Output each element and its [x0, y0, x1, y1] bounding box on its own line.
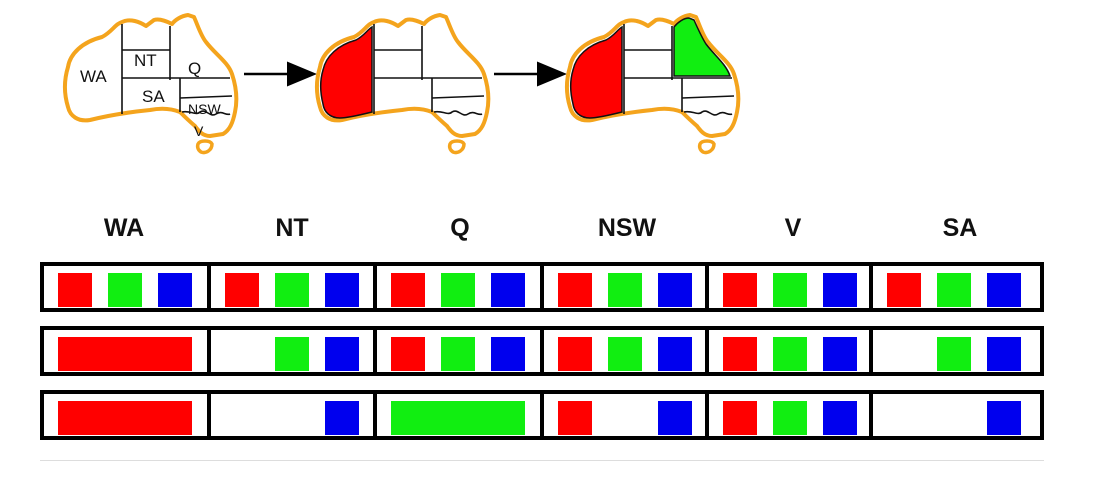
red-swatch: [391, 273, 426, 307]
red-swatch: [558, 337, 593, 371]
column-header-nt: NT: [275, 213, 309, 242]
map-label-nsw: NSW: [188, 101, 221, 117]
green-swatch: [274, 273, 309, 307]
red-swatch: [58, 273, 92, 307]
blue-swatch: [324, 337, 359, 371]
blue-swatch: [491, 337, 526, 371]
column-header-nsw: NSW: [597, 213, 657, 242]
region-q-fill: [673, 17, 732, 77]
domain-cell-nt: [211, 266, 378, 308]
domain-row-3: [40, 390, 1044, 440]
domain-cell-nt: [211, 330, 378, 372]
domain-cell-wa: [44, 266, 211, 308]
map-label-nt: NT: [134, 51, 157, 70]
domain-cell-sa: [873, 330, 1040, 372]
green-swatch: [441, 273, 476, 307]
domain-cell-v: [709, 394, 874, 436]
red-swatch: [722, 337, 757, 371]
domain-cell-q: [377, 330, 545, 372]
red-swatch: [722, 273, 757, 307]
blue-swatch: [491, 273, 526, 307]
column-header-q: Q: [450, 213, 470, 242]
blue-swatch: [324, 401, 359, 435]
red-swatch: [558, 273, 593, 307]
region-wa-fill: [570, 25, 623, 119]
blue-swatch: [158, 273, 192, 307]
domain-cell-nsw: [544, 266, 709, 308]
assigned-red-bar: [58, 337, 192, 371]
blue-swatch: [324, 273, 359, 307]
domain-cell-wa: [44, 330, 211, 372]
blue-swatch: [987, 401, 1022, 435]
blue-swatch: [987, 273, 1022, 307]
column-header-v: V: [784, 213, 802, 242]
map-label-v: V: [194, 123, 204, 139]
green-swatch: [441, 337, 476, 371]
domain-row-2: [40, 326, 1044, 376]
domain-cell-sa: [873, 394, 1040, 436]
column-headers: WA NT Q NSW V SA: [40, 212, 1044, 244]
map-initial: WA NT Q SA NSW V: [63, 13, 239, 155]
blue-swatch: [822, 401, 857, 435]
green-swatch: [608, 273, 643, 307]
green-swatch: [937, 337, 972, 371]
map-label-q: Q: [188, 59, 201, 78]
red-swatch: [887, 273, 922, 307]
assigned-red-bar: [58, 401, 192, 435]
map-step-q-green: [565, 13, 741, 155]
green-swatch: [772, 401, 807, 435]
green-swatch: [108, 273, 142, 307]
column-header-wa: WA: [103, 213, 145, 242]
blue-swatch: [987, 337, 1022, 371]
domain-cell-nt: [211, 394, 378, 436]
red-swatch: [558, 401, 593, 435]
green-swatch: [937, 273, 972, 307]
domain-cell-nsw: [544, 330, 709, 372]
divider: [40, 460, 1044, 461]
red-swatch: [391, 337, 426, 371]
domain-cell-v: [709, 330, 874, 372]
domain-cell-v: [709, 266, 874, 308]
domain-cell-q: [377, 394, 545, 436]
assigned-green-bar: [391, 401, 526, 435]
domain-cell-sa: [873, 266, 1040, 308]
domain-cell-nsw: [544, 394, 709, 436]
blue-swatch: [658, 273, 693, 307]
domain-cell-wa: [44, 394, 211, 436]
green-swatch: [608, 337, 643, 371]
map-label-sa: SA: [142, 87, 165, 106]
domain-cell-q: [377, 266, 545, 308]
map-label-wa: WA: [80, 67, 107, 86]
column-header-sa: SA: [942, 213, 978, 242]
green-swatch: [274, 337, 309, 371]
region-wa-fill: [320, 25, 373, 119]
green-swatch: [772, 337, 807, 371]
blue-swatch: [822, 337, 857, 371]
map-step-wa-red: [315, 13, 491, 155]
red-swatch: [224, 273, 259, 307]
blue-swatch: [658, 337, 693, 371]
green-swatch: [772, 273, 807, 307]
blue-swatch: [658, 401, 693, 435]
red-swatch: [722, 401, 757, 435]
map-sequence: WA NT Q SA NSW V: [63, 13, 741, 155]
blue-swatch: [822, 273, 857, 307]
domain-row-1: [40, 262, 1044, 312]
